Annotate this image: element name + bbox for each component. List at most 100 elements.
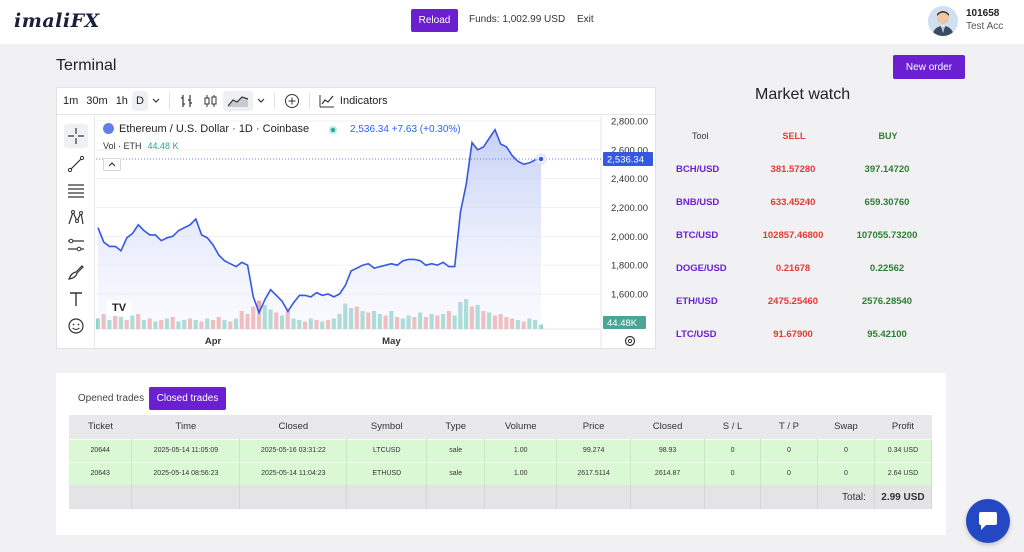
trendline-tool[interactable] [64, 152, 88, 176]
table-cell: 0 [817, 461, 875, 485]
empty-cell [131, 485, 241, 509]
table-cell: 98.93 [630, 438, 706, 462]
volume-tag: 44.48K [607, 318, 638, 329]
last-price-tag-bg [603, 152, 653, 167]
compare-button[interactable] [175, 91, 199, 111]
mw-sell-cell: 381.57280 [770, 164, 816, 175]
brush-icon [68, 265, 84, 280]
exit-link[interactable]: Exit [577, 14, 594, 25]
column-header: Type [426, 415, 485, 439]
table-cell: 2025-05-16 03:31:22 [239, 438, 348, 462]
chart-type-dropdown[interactable] [253, 91, 269, 111]
last-price-tag: 2,536.34 [607, 155, 644, 166]
tab-opened-trades[interactable]: Opened trades [77, 393, 145, 404]
candles-button[interactable] [199, 91, 223, 111]
add-compare-button[interactable] [280, 91, 304, 111]
mw-tool-cell[interactable]: BNB/USD [676, 197, 720, 208]
column-header: Closed [239, 415, 347, 439]
symbol-title[interactable]: Ethereum / U.S. Dollar · 1D · Coinbase [119, 123, 310, 135]
empty-cell [484, 485, 558, 509]
y-tick-label: 1,800.00 [611, 261, 648, 272]
column-header: Time [131, 415, 240, 439]
mw-sell-cell: 633.45240 [770, 197, 816, 208]
mw-tool-cell[interactable]: BTC/USD [676, 230, 719, 241]
emoji-tool[interactable] [64, 314, 88, 338]
interval-1m[interactable]: 1m [63, 95, 79, 107]
table-row[interactable]: 20644 2025-05-14 11:05:09 2025-05-16 03:31… [69, 438, 933, 462]
total-row: Total: 2.99 USD [69, 485, 933, 509]
y-tick-label: 2,000.00 [611, 232, 648, 243]
chart-toolbar: 1m 30m 1h D Indicators [57, 88, 655, 115]
table-cell: 99.274 [556, 438, 632, 462]
price-chart[interactable]: 1,600.00 1,800.00 2,000.00 2,200.00 2,400.00… [96, 116, 656, 349]
market-watch-row[interactable]: BCH/USD 381.57280 397.14720 [672, 164, 964, 178]
column-header: Ticket [69, 415, 132, 439]
y-tick-label: 2,800.00 [611, 117, 648, 128]
volume-legend: Vol · ETH 44.48 K [103, 141, 179, 151]
chevron-down-icon [152, 98, 160, 103]
interval-1h[interactable]: 1h [115, 95, 128, 107]
area-chart-button[interactable] [222, 91, 253, 111]
pattern-tool[interactable] [64, 206, 88, 230]
divider [308, 93, 310, 109]
y-tick-label: 2,200.00 [611, 203, 648, 214]
forecast-icon [68, 238, 84, 252]
ethereum-icon [103, 123, 114, 134]
mw-tool-cell[interactable]: ETH/USD [676, 296, 718, 307]
empty-cell [69, 485, 133, 509]
column-header: T / P [760, 415, 818, 439]
logo[interactable]: imaliFX [14, 10, 100, 32]
y-tick-label: 2,400.00 [611, 174, 648, 185]
total-label: Total: [817, 485, 875, 509]
brush-tool[interactable] [64, 260, 88, 284]
mw-buy-cell: 2576.28540 [861, 296, 913, 307]
mw-tool-cell[interactable]: BCH/USD [676, 164, 720, 175]
reload-button[interactable]: Reload [411, 9, 458, 32]
price-area-fill [98, 129, 541, 329]
mw-tool-cell[interactable]: DOGE/USD [676, 263, 727, 274]
market-watch-row[interactable]: ETH/USD 2475.25460 2576.28540 [672, 296, 964, 310]
market-watch-row[interactable]: DOGE/USD 0.21678 0.22562 [672, 263, 964, 277]
prediction-tool[interactable] [64, 233, 88, 257]
text-tool[interactable] [64, 287, 88, 311]
table-cell: 1.00 [484, 438, 558, 462]
x-tick-label: Apr [205, 336, 222, 347]
table-row[interactable]: 20643 2025-05-14 08:56:23 2025-05-14 11:04… [69, 461, 933, 485]
candles-icon [204, 95, 217, 107]
column-header: Swap [817, 415, 875, 439]
mw-sell-cell: 102857.46800 [762, 230, 824, 241]
interval-30m[interactable]: 30m [86, 95, 108, 107]
tradingview-logo[interactable]: TV [107, 300, 131, 316]
chat-button[interactable] [966, 499, 1010, 543]
market-watch-row[interactable]: LTC/USD 91.67900 95.42100 [672, 329, 964, 343]
user-avatar-icon [928, 6, 958, 36]
trades-panel: Opened trades Closed trades Ticket Time Cl… [56, 373, 946, 535]
interval-d[interactable]: D [131, 91, 148, 111]
avatar[interactable] [928, 6, 958, 36]
interval-dropdown[interactable] [148, 91, 164, 111]
new-order-button[interactable]: New order [893, 55, 965, 79]
chart-settings-button[interactable] [624, 334, 636, 347]
column-header: Symbol [346, 415, 427, 439]
empty-cell [630, 485, 706, 509]
page-title: Terminal [56, 57, 117, 74]
closed-trades-table: Ticket Time Closed Symbol Type Volume Price Clo… [69, 415, 933, 509]
tab-closed-trades[interactable]: Closed trades [149, 387, 226, 410]
chevron-down-icon [257, 98, 265, 103]
empty-cell [426, 485, 486, 509]
market-watch-row[interactable]: BNB/USD 633.45240 659.30760 [672, 197, 964, 211]
mw-header-buy: BUY [878, 131, 898, 141]
mw-tool-cell[interactable]: LTC/USD [676, 329, 717, 340]
table-cell: sale [426, 461, 486, 485]
column-header: S / L [704, 415, 761, 439]
table-cell: LTCUSD [346, 438, 428, 462]
crosshair-tool[interactable] [64, 124, 88, 148]
funds-display: Funds: 1,002.99 USD [469, 14, 566, 25]
fib-tool[interactable] [64, 179, 88, 203]
drawing-toolbar [57, 116, 95, 348]
market-open-indicator [329, 126, 337, 134]
collapse-legend-button[interactable] [103, 158, 121, 171]
top-bar: imaliFX Reload Funds: 1,002.99 USD Exit … [0, 0, 1024, 44]
indicators-button[interactable]: Indicators [315, 91, 392, 111]
market-watch-row[interactable]: BTC/USD 102857.46800 107055.73200 [672, 230, 964, 244]
